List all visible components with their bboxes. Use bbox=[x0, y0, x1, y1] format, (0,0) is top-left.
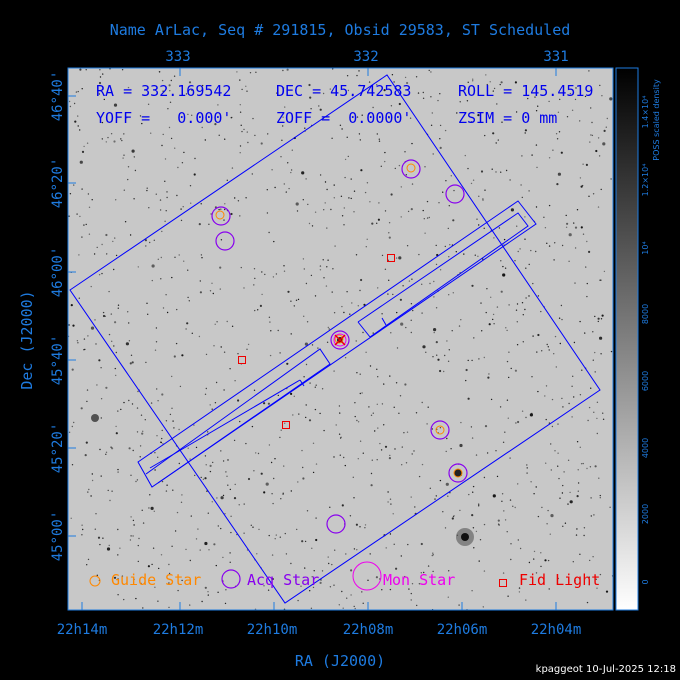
colorbar-tick: 4000 bbox=[641, 438, 650, 458]
y-tick-label: 45°40' bbox=[50, 335, 66, 386]
x-tick-label: 22h08m bbox=[343, 622, 394, 638]
bright-star bbox=[454, 469, 462, 477]
info-zoff: ZOFF = 0.0000' bbox=[276, 109, 411, 127]
colorbar-tick: 10⁴ bbox=[641, 241, 650, 254]
x-tick-label: 22h10m bbox=[247, 622, 298, 638]
info-dec: DEC = 45.742583 bbox=[276, 82, 411, 100]
colorbar bbox=[615, 67, 639, 611]
acq-stars bbox=[211, 159, 468, 534]
colorbar-tick: 1.2×10⁴ bbox=[641, 164, 650, 197]
legend-mon: Mon Star bbox=[383, 571, 455, 589]
y-tick-label: 45°20' bbox=[50, 423, 66, 474]
legend: Guide Star Acq Star Mon Star Fid Light bbox=[89, 561, 600, 591]
footer-credit: kpaggeot 10-Jul-2025 12:18 bbox=[536, 664, 676, 675]
legend-guide: Guide Star bbox=[111, 571, 201, 589]
x-top-tick-label: 333 bbox=[165, 49, 190, 65]
info-zsim: ZSIM = 0 mm bbox=[458, 109, 557, 127]
legend-fid: Fid Light bbox=[519, 571, 600, 589]
background-stars bbox=[68, 68, 613, 610]
colorbar-tick: 6000 bbox=[641, 371, 650, 391]
x-tick-label: 22h14m bbox=[57, 622, 108, 638]
y-axis-label: Dec (J2000) bbox=[18, 290, 36, 389]
colorbar-tick: 2000 bbox=[641, 504, 650, 524]
x-axis-label: RA (J2000) bbox=[295, 652, 385, 670]
fid-lights bbox=[238, 254, 395, 429]
x-tick-label: 22h12m bbox=[153, 622, 204, 638]
detector-outline bbox=[69, 74, 601, 604]
y-tick-label: 46°00' bbox=[50, 247, 66, 298]
colorbar-tick: 1.4×10⁴ bbox=[641, 96, 650, 129]
colorbar-label: POSS scaled density bbox=[652, 79, 661, 161]
info-yoff: YOFF = 0.000' bbox=[96, 109, 231, 127]
legend-acq: Acq Star bbox=[247, 571, 319, 589]
x-top-tick-label: 331 bbox=[543, 49, 568, 65]
plot-frame bbox=[67, 67, 614, 611]
y-tick-label: 46°40' bbox=[50, 71, 66, 122]
x-tick-label: 22h06m bbox=[437, 622, 488, 638]
x-top-tick-label: 332 bbox=[353, 49, 378, 65]
mon-star bbox=[333, 333, 347, 347]
colorbar-tick: 8000 bbox=[641, 304, 650, 324]
plot-title: Name ArLac, Seq # 291815, Obsid 29583, S… bbox=[110, 21, 571, 39]
x-tick-label: 22h04m bbox=[531, 622, 582, 638]
info-roll: ROLL = 145.4519 bbox=[458, 82, 593, 100]
bright-star bbox=[461, 533, 469, 541]
y-tick-label: 46°20' bbox=[50, 158, 66, 209]
guide-stars bbox=[215, 163, 463, 478]
y-tick-label: 45°00' bbox=[50, 511, 66, 562]
colorbar-tick: 0 bbox=[641, 579, 650, 584]
info-ra: RA = 332.169542 bbox=[96, 82, 231, 100]
bright-star bbox=[91, 414, 99, 422]
